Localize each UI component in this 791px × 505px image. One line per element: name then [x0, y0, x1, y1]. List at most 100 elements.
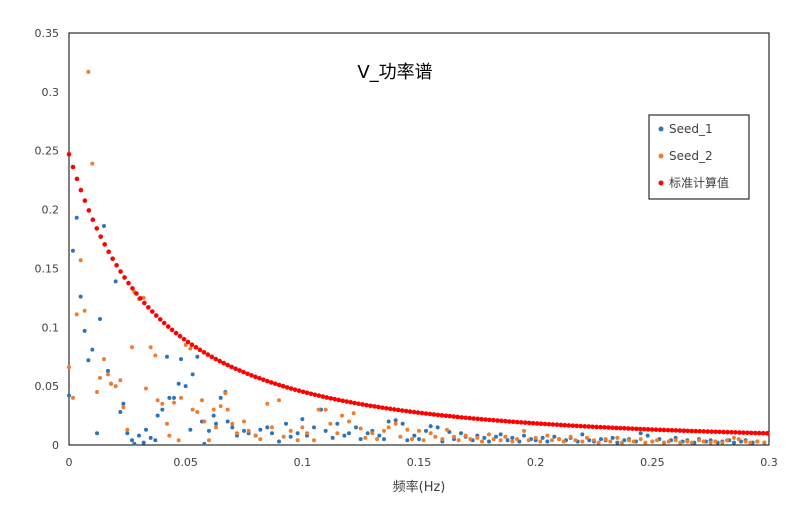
x-tick-label: 0.05 — [173, 456, 198, 469]
data-point — [183, 384, 188, 389]
data-point — [130, 438, 134, 443]
data-point — [316, 407, 321, 412]
data-point — [323, 407, 328, 412]
data-point — [386, 419, 391, 424]
data-point — [653, 427, 659, 432]
data-point — [67, 365, 71, 370]
data-point — [375, 437, 379, 442]
data-point — [615, 435, 620, 440]
data-point — [161, 320, 167, 326]
data-point — [633, 426, 639, 432]
data-point — [403, 408, 409, 414]
data-point — [495, 418, 500, 423]
data-point — [382, 437, 386, 442]
data-point — [320, 394, 326, 399]
data-point — [280, 383, 286, 389]
data-point — [328, 421, 333, 426]
data-point — [195, 410, 200, 415]
data-point — [179, 395, 183, 400]
data-point — [697, 428, 702, 434]
data-point — [415, 410, 421, 415]
data-point — [376, 404, 381, 410]
data-point — [505, 438, 510, 443]
data-point — [580, 439, 585, 444]
data-point — [167, 395, 172, 400]
data-point — [155, 398, 160, 403]
data-point — [499, 418, 504, 424]
y-tick-label: 0.05 — [35, 380, 60, 393]
data-point — [230, 421, 235, 426]
data-point — [188, 346, 193, 351]
data-point — [193, 345, 199, 350]
data-point — [308, 391, 314, 397]
legend-box — [648, 114, 750, 200]
data-point — [606, 425, 611, 430]
data-point — [176, 381, 181, 386]
data-point — [554, 422, 560, 428]
data-point — [172, 395, 176, 400]
data-point — [526, 420, 532, 426]
data-point — [109, 381, 113, 386]
data-point — [388, 406, 393, 412]
data-point — [471, 416, 476, 421]
data-point — [102, 242, 107, 247]
data-point — [363, 435, 368, 440]
data-point — [602, 425, 607, 430]
data-point — [214, 425, 218, 430]
data-point — [620, 440, 624, 445]
x-tick-label: 0.1 — [294, 456, 312, 469]
data-point — [690, 440, 694, 445]
data-point — [253, 374, 258, 380]
data-point — [598, 424, 603, 430]
data-point — [98, 317, 103, 322]
data-point — [582, 424, 587, 429]
data-point — [78, 294, 83, 299]
data-point — [538, 439, 543, 444]
data-point — [377, 433, 382, 438]
data-point — [90, 347, 95, 352]
data-point — [665, 427, 671, 433]
data-point — [155, 413, 160, 418]
data-point — [622, 426, 627, 431]
data-point — [638, 431, 643, 436]
data-point — [546, 421, 552, 427]
data-point — [277, 398, 281, 403]
data-point — [312, 392, 318, 398]
data-point — [574, 423, 580, 429]
data-point — [253, 433, 258, 438]
data-point — [713, 429, 718, 435]
data-point — [230, 425, 235, 430]
data-point — [265, 378, 270, 384]
data-point — [475, 416, 480, 422]
data-point — [482, 435, 487, 440]
legend-label: Seed_1 — [669, 122, 713, 136]
data-point — [347, 419, 351, 424]
data-point — [181, 336, 187, 342]
data-point — [603, 437, 608, 442]
data-point — [364, 402, 369, 408]
data-point — [265, 401, 270, 406]
data-point — [270, 425, 274, 430]
data-point — [410, 437, 414, 442]
data-point — [405, 438, 410, 443]
data-point — [202, 441, 207, 446]
data-point — [540, 435, 545, 440]
data-point — [295, 431, 300, 436]
data-point — [447, 413, 453, 419]
data-point — [756, 430, 762, 436]
data-point — [304, 390, 310, 396]
x-tick-label: 0.25 — [640, 456, 665, 469]
data-point — [538, 421, 544, 427]
data-point — [417, 437, 421, 442]
data-point — [673, 428, 679, 433]
legend: Seed_1 Seed_2 标准计算值 — [648, 114, 750, 200]
data-point — [398, 434, 403, 439]
data-point — [134, 291, 139, 296]
data-point — [475, 435, 480, 440]
data-point — [552, 434, 557, 439]
data-point — [428, 431, 433, 436]
data-point — [90, 217, 96, 222]
data-point — [74, 215, 79, 220]
data-point — [284, 421, 288, 426]
